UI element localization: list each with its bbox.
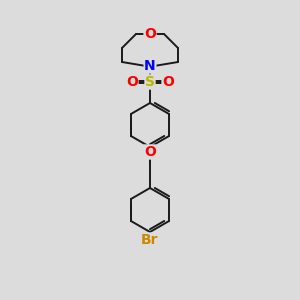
Text: O: O [144, 145, 156, 159]
Text: O: O [162, 75, 174, 89]
Text: Br: Br [141, 233, 159, 247]
Text: O: O [126, 75, 138, 89]
Text: N: N [144, 59, 156, 73]
Text: S: S [145, 75, 155, 89]
Text: O: O [144, 27, 156, 41]
